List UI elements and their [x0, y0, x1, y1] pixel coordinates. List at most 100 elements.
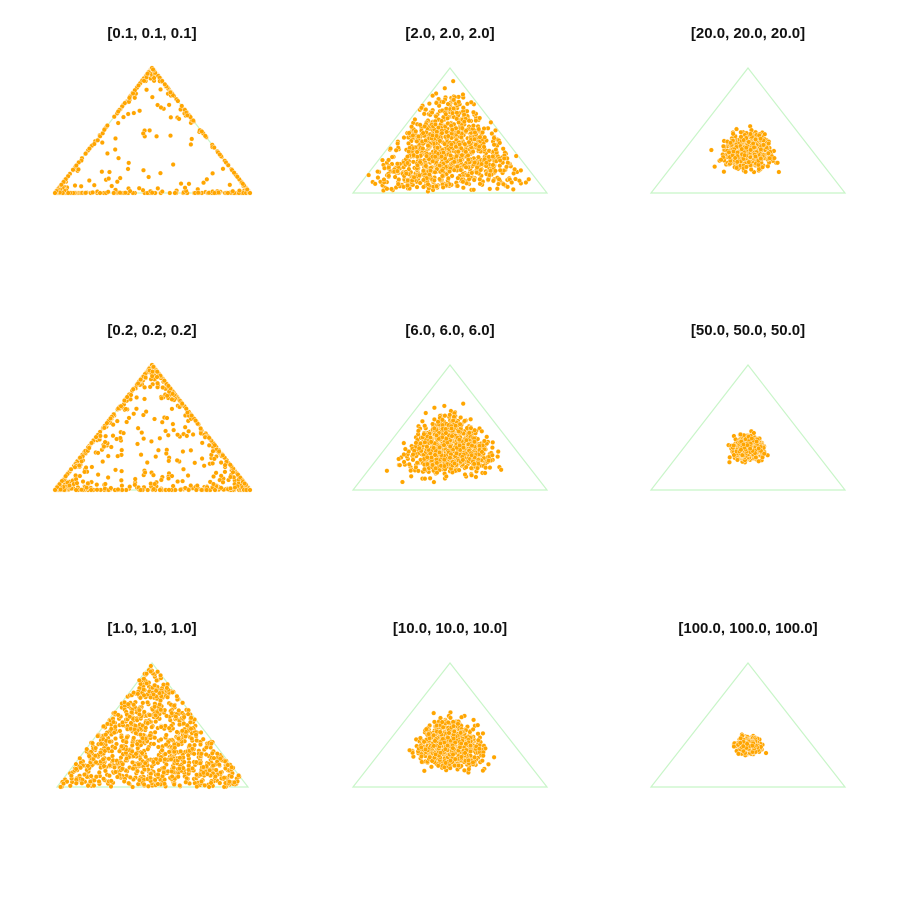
- sample-point: [456, 428, 462, 434]
- sample-point: [480, 129, 486, 135]
- sample-point: [185, 473, 191, 479]
- sample-point: [96, 779, 102, 785]
- sample-point: [447, 169, 453, 175]
- sample-point: [132, 476, 138, 482]
- sample-point: [149, 373, 155, 379]
- sample-point: [463, 464, 469, 470]
- sample-point: [230, 469, 236, 475]
- sample-point: [153, 454, 159, 460]
- sample-point: [465, 172, 471, 178]
- sample-point: [90, 189, 96, 195]
- sample-point: [414, 460, 420, 466]
- sample-point: [229, 774, 235, 780]
- sample-point: [425, 181, 431, 187]
- sample-point: [155, 771, 161, 777]
- sample-point: [460, 105, 466, 111]
- sample-point: [93, 774, 99, 780]
- sample-point: [135, 425, 141, 431]
- sample-point: [190, 431, 196, 437]
- sample-point: [210, 448, 216, 454]
- sample-point: [95, 733, 101, 739]
- sample-point: [117, 175, 123, 181]
- sample-point: [119, 483, 125, 489]
- sample-point: [505, 160, 511, 166]
- sample-point: [414, 184, 420, 190]
- sample-point: [158, 477, 164, 483]
- sample-point: [129, 709, 135, 715]
- sample-point: [112, 135, 118, 141]
- sample-point: [481, 438, 487, 444]
- sample-point: [107, 739, 113, 745]
- sample-point: [144, 460, 150, 466]
- sample-point: [201, 180, 207, 186]
- sample-point: [78, 487, 84, 493]
- sample-point: [129, 742, 135, 748]
- sample-point: [497, 167, 503, 173]
- sample-point: [395, 181, 401, 187]
- sample-point: [67, 783, 73, 789]
- panel: [6.0, 6.0, 6.0]: [351, 322, 549, 491]
- sample-point: [463, 164, 469, 170]
- sample-point: [108, 444, 114, 450]
- sample-point: [197, 760, 203, 766]
- sample-point: [179, 103, 185, 109]
- sample-point: [204, 487, 210, 493]
- sample-point: [101, 776, 107, 782]
- sample-point: [102, 481, 108, 487]
- sample-point: [108, 485, 114, 491]
- sample-point: [119, 447, 125, 453]
- sample-point: [453, 450, 459, 456]
- sample-point: [104, 420, 110, 426]
- sample-point: [186, 428, 192, 434]
- sample-point: [474, 170, 480, 176]
- sample-point: [79, 780, 85, 786]
- sample-point: [164, 685, 170, 691]
- sample-point: [125, 166, 131, 172]
- sample-point: [159, 747, 165, 753]
- sample-point: [168, 114, 174, 120]
- sample-point: [454, 153, 460, 159]
- sample-point: [200, 736, 206, 742]
- sample-point: [126, 160, 132, 166]
- sample-point: [460, 179, 466, 185]
- sample-point: [73, 766, 79, 772]
- sample-point: [129, 759, 135, 765]
- simplex-plot: [351, 364, 549, 491]
- sample-point: [203, 751, 209, 757]
- sample-point: [137, 695, 143, 701]
- sample-point: [131, 702, 137, 708]
- sample-point: [218, 485, 224, 491]
- sample-point: [420, 130, 426, 136]
- sample-point: [493, 147, 499, 153]
- sample-point: [234, 174, 240, 180]
- sample-point: [431, 177, 437, 183]
- sample-point: [128, 720, 134, 726]
- sample-point: [475, 154, 481, 160]
- sample-point: [126, 780, 132, 786]
- sample-point: [188, 141, 194, 147]
- sample-point: [202, 133, 208, 139]
- sample-point: [434, 470, 440, 476]
- sample-point: [421, 184, 427, 190]
- sample-point: [501, 155, 507, 161]
- sample-point: [208, 741, 214, 747]
- sample-point: [169, 406, 175, 412]
- sample-point: [102, 439, 108, 445]
- sample-point: [130, 766, 136, 772]
- sample-point: [483, 465, 489, 471]
- sample-point: [496, 176, 502, 182]
- sample-point: [386, 165, 392, 171]
- sample-point: [175, 736, 181, 742]
- sample-point: [497, 140, 503, 146]
- sample-point: [193, 487, 199, 493]
- sample-point: [180, 466, 186, 472]
- sample-point: [136, 711, 142, 717]
- sample-point: [431, 445, 437, 451]
- sample-point: [84, 746, 90, 752]
- sample-point: [423, 137, 429, 143]
- sample-point: [441, 457, 447, 463]
- panel-title: [6.0, 6.0, 6.0]: [405, 322, 494, 339]
- sample-point: [445, 101, 451, 107]
- sample-point: [202, 782, 208, 788]
